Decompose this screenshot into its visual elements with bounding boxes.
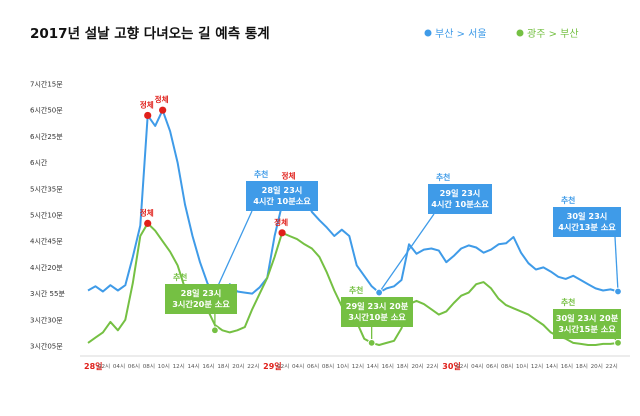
x-tick-label: 08시 [322,363,334,370]
chart-title: 2017년 설날 고향 다녀오는 길 예측 통계 [30,25,270,42]
x-tick-label: 14시 [367,363,379,370]
series-line-0 [87,109,619,300]
y-tick-label: 4시간20분 [30,263,63,272]
recommend-text: 4시간 10분소요 [431,199,489,209]
x-tick-label: 22시 [247,363,259,370]
congestion-label: 정체 [140,99,154,109]
congestion-point [278,229,286,237]
congestion-point [159,106,167,114]
y-axis: 7시간15분 6시간50분 6시간25분 6시간 5시간35분 5시간10분 4시간45분 4… [30,80,65,351]
recommend-leader [378,213,435,293]
x-tick-label: 06시 [307,363,319,370]
congestion-label: 정체 [282,171,296,181]
y-tick-label: 6시간 [30,158,48,167]
congestion-point [144,111,152,120]
recommend-box [553,207,621,237]
y-tick-label: 6시간50분 [30,106,63,115]
legend-marker-gwangju-busan [516,29,524,37]
x-day-label: 29일 [263,361,282,371]
recommend-text: 3시간20분 소요 [172,299,230,309]
y-tick-label: 4시간45분 [30,237,63,246]
x-tick-label: 16시 [382,363,394,370]
x-tick-label: 12시 [173,363,185,370]
congestion-label: 정체 [155,94,169,104]
recommend-text: 28일 23시 [262,185,303,195]
recommend-text: 30일 23시 20분 [556,313,619,323]
x-day-label: 30일 [442,361,461,371]
recommend-text: 28일 23시 [181,288,222,298]
recommend-point [614,338,622,347]
x-tick-label: 10시 [516,363,528,370]
x-tick-label: 10시 [337,363,349,370]
recommend-leader [614,236,619,292]
recommend-point [367,338,376,347]
x-tick-label: 10시 [158,363,170,370]
x-day-label: 28일 [84,361,103,371]
legend: 부산 > 서울 광주 > 부산 [424,28,579,40]
x-tick-label: 20시 [411,363,423,370]
y-tick-label: 5시간10분 [30,211,63,220]
congestion-point [144,219,152,227]
x-tick-label: 14시 [188,363,200,370]
x-tick-label: 18시 [217,363,229,370]
recommend-tag: 추천 [561,195,575,205]
x-tick-label: 02시 [98,363,110,370]
recommend-box [428,184,492,214]
recommend-tag: 추천 [349,285,363,295]
x-tick-label: 02시 [456,363,468,370]
recommend-box [246,181,318,211]
recommend-text: 4시간13분 소요 [558,222,616,232]
congestion-label: 정체 [274,217,288,227]
recommend-tag: 추천 [561,297,575,307]
recommend-box [341,297,413,327]
recommend-text: 4시간 10분소요 [253,196,311,206]
x-tick-label: 04시 [292,363,304,370]
y-tick-label: 3시간 55분 [30,289,65,298]
x-tick-label: 20시 [591,363,603,370]
x-tick-label: 12시 [531,363,543,370]
x-tick-label: 06시 [128,363,140,370]
y-tick-label: 6시간25분 [30,132,63,141]
legend-label-busan-seoul: 부산 > 서울 [435,28,487,40]
x-tick-label: 08시 [501,363,513,370]
y-tick-label: 5시간35분 [30,184,63,193]
recommend-text: 30일 23시 [567,211,608,221]
recommend-point [375,288,384,297]
recommend-text: 3시간10분 소요 [348,312,406,322]
recommend-box [165,284,237,314]
x-tick-label: 22시 [606,363,618,370]
x-tick-label: 22시 [426,363,438,370]
x-tick-label: 18시 [576,363,588,370]
recommend-leader [214,210,253,293]
recommend-box [553,309,621,339]
x-tick-label: 16시 [561,363,573,370]
x-tick-label: 06시 [486,363,498,370]
congestion-label: 정체 [140,207,154,217]
x-tick-label: 20시 [232,363,244,370]
x-tick-label: 04시 [471,363,483,370]
recommend-point [211,326,219,335]
y-tick-label: 3시간05분 [30,342,63,351]
x-tick-label: 16시 [202,363,214,370]
recommend-tag: 추천 [436,172,450,182]
x-tick-label: 12시 [352,363,364,370]
x-tick-label: 08시 [143,363,155,370]
legend-marker-busan-seoul [424,29,432,37]
recommend-tag: 추천 [173,272,187,282]
legend-label-gwangju-busan: 광주 > 부산 [527,28,579,40]
y-tick-label: 7시간15분 [30,80,63,89]
recommend-tag: 추천 [254,169,268,179]
recommend-text: 29일 23시 [440,188,481,198]
x-tick-label: 04시 [113,363,125,370]
x-tick-label: 02시 [277,363,289,370]
y-tick-label: 3시간30분 [30,315,63,324]
recommend-point [614,287,622,296]
x-tick-label: 14시 [546,363,558,370]
recommend-text: 3시간15분 소요 [558,324,616,334]
x-tick-label: 18시 [397,363,409,370]
recommend-text: 29일 23시 20분 [346,301,409,311]
